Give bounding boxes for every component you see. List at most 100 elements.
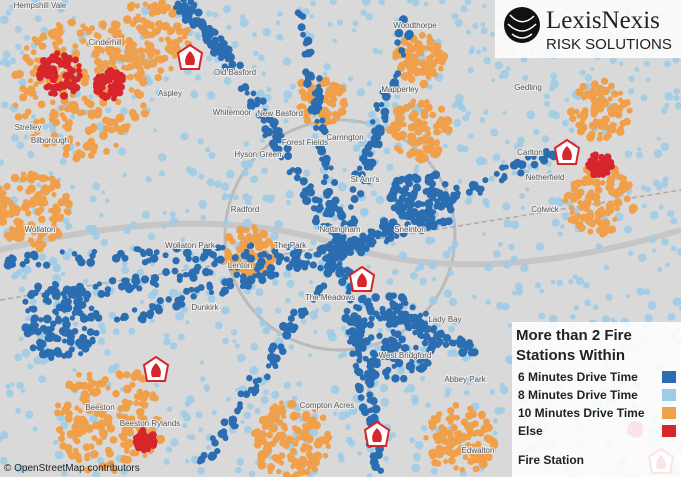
coverage-dot [600,169,608,177]
coverage-dot [198,200,208,209]
coverage-dot [45,65,53,72]
coverage-dot [283,269,292,279]
legend-swatch [662,371,676,383]
place-label: Abbey Park [444,375,486,384]
coverage-dot [383,239,389,245]
coverage-dot [44,289,51,297]
coverage-dot [278,155,284,161]
coverage-dot [67,291,75,299]
coverage-dot [460,5,468,13]
coverage-dot [331,179,339,187]
place-label: Colwick [531,205,560,214]
coverage-dot [362,154,368,160]
coverage-dot [93,66,102,75]
place-label: Compton Acres [300,401,355,410]
coverage-dot [348,243,356,251]
coverage-dot [142,1,149,7]
coverage-dot [517,142,523,148]
coverage-dot [266,264,276,273]
coverage-dot [244,262,251,269]
coverage-dot [285,297,291,304]
coverage-dot [251,64,257,70]
coverage-dot [590,66,595,72]
coverage-dot [393,73,399,79]
place-label: Mapperley [381,85,418,94]
coverage-dot [603,163,609,169]
coverage-dot [588,130,596,138]
coverage-dot [612,216,618,222]
coverage-dot [357,450,362,456]
coverage-dot [408,126,414,132]
coverage-dot [48,207,54,214]
coverage-dot [412,329,418,336]
coverage-dot [79,109,86,116]
coverage-dot [140,102,147,109]
coverage-dot [627,88,635,95]
coverage-dot [237,85,245,92]
coverage-dot [236,61,244,70]
coverage-dot [257,460,267,470]
coverage-dot [257,252,264,259]
coverage-dot [450,424,458,432]
coverage-dot [349,406,358,416]
coverage-dot [428,45,436,53]
coverage-dot [311,466,318,473]
coverage-dot [256,89,264,97]
coverage-dot [375,195,385,205]
coverage-dot [385,315,392,322]
coverage-dot [128,327,136,335]
coverage-dot [315,284,323,292]
coverage-dot [23,45,30,51]
coverage-dot [286,453,293,459]
coverage-dot [27,150,35,159]
coverage-dot [376,127,385,137]
coverage-dot [105,461,111,468]
coverage-dot [52,91,59,97]
coverage-dot [20,171,27,177]
coverage-dot [165,296,172,303]
coverage-dot [415,155,423,163]
coverage-dot [133,369,142,378]
coverage-dot [119,434,126,440]
coverage-dot [483,109,489,115]
coverage-dot [337,182,347,192]
coverage-dot [433,128,441,136]
coverage-dot [123,15,132,24]
coverage-dot [607,162,615,170]
coverage-dot [287,314,295,323]
coverage-dot [250,175,259,184]
coverage-dot [640,94,648,102]
coverage-dot [430,415,437,421]
coverage-dot [52,274,62,283]
coverage-dot [245,232,253,240]
coverage-dot [484,423,493,432]
coverage-dot [75,282,85,292]
coverage-dot [616,127,625,137]
coverage-dot [187,0,195,6]
coverage-dot [575,121,583,129]
coverage-dot [430,209,437,215]
coverage-dot [460,445,468,453]
coverage-dot [644,314,653,323]
coverage-dot [30,49,37,56]
coverage-dot [467,457,475,465]
coverage-dot [504,139,510,145]
coverage-dot [413,344,419,351]
coverage-dot [171,44,181,54]
coverage-dot [549,314,558,324]
coverage-dot [141,210,150,219]
coverage-dot [400,298,408,306]
coverage-dot [282,57,292,66]
coverage-dot [543,93,550,100]
coverage-dot [365,13,373,21]
coverage-dot [453,184,460,192]
coverage-dot [357,394,365,402]
coverage-dot [239,283,246,290]
coverage-dot [308,453,317,463]
coverage-dot [502,110,507,115]
coverage-dot [68,135,74,141]
coverage-dot [89,336,96,343]
legend: More than 2 Fire Stations Within 6 Minut… [512,322,681,477]
coverage-dot [23,34,30,41]
coverage-dot [448,339,456,347]
